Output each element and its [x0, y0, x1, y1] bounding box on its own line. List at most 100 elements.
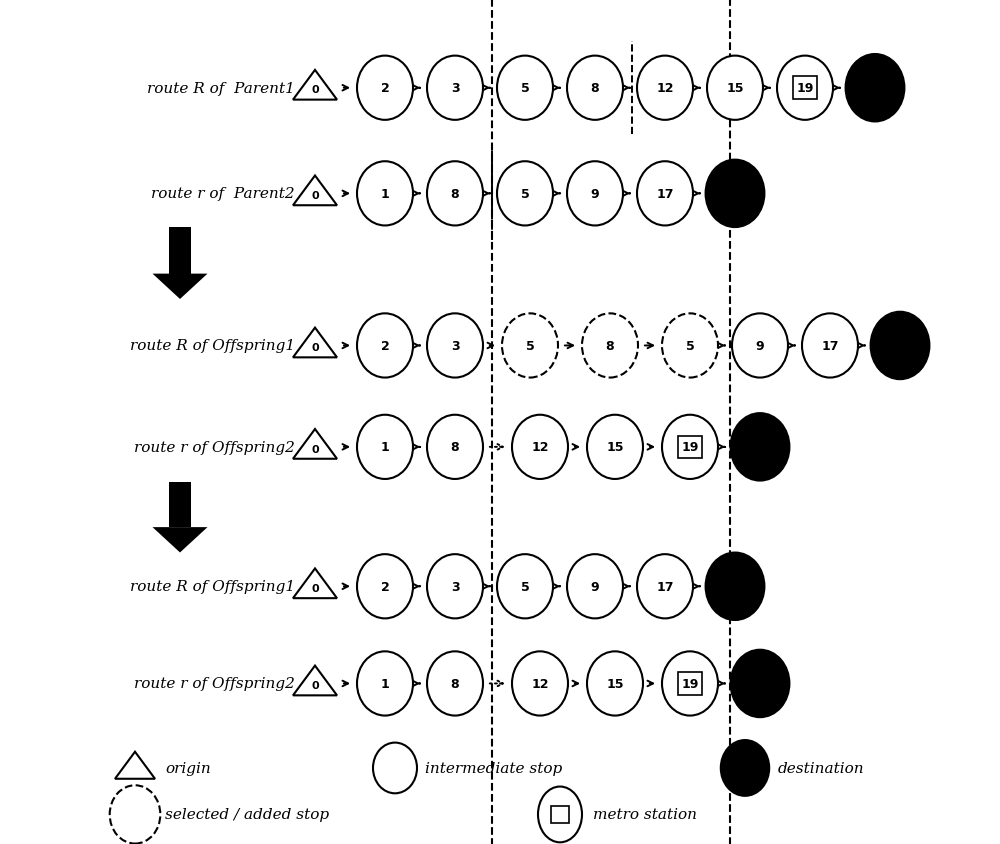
- Ellipse shape: [512, 415, 568, 479]
- Ellipse shape: [582, 314, 638, 378]
- Ellipse shape: [357, 314, 413, 378]
- Text: 9: 9: [591, 187, 599, 201]
- Ellipse shape: [802, 314, 858, 378]
- Text: 1: 1: [381, 441, 389, 454]
- Text: 8: 8: [451, 677, 459, 690]
- Ellipse shape: [731, 650, 789, 717]
- Text: 17: 17: [821, 339, 839, 353]
- Text: selected / added stop: selected / added stop: [165, 808, 329, 821]
- Text: route r of  Parent2: route r of Parent2: [151, 187, 295, 201]
- Polygon shape: [152, 274, 208, 300]
- Ellipse shape: [871, 312, 929, 380]
- Text: 0: 0: [311, 583, 319, 593]
- Text: 12: 12: [531, 441, 549, 454]
- Polygon shape: [169, 228, 191, 274]
- Ellipse shape: [567, 555, 623, 619]
- Text: route R of  Parent1: route R of Parent1: [147, 82, 295, 95]
- Text: 8: 8: [591, 82, 599, 95]
- Ellipse shape: [567, 57, 623, 121]
- Ellipse shape: [512, 652, 568, 716]
- Polygon shape: [293, 176, 337, 206]
- Ellipse shape: [497, 57, 553, 121]
- Text: 1: 1: [381, 187, 389, 201]
- Ellipse shape: [846, 55, 904, 122]
- Text: 5: 5: [521, 187, 529, 201]
- Ellipse shape: [357, 555, 413, 619]
- Text: 0: 0: [311, 680, 319, 690]
- Text: 5: 5: [686, 339, 694, 353]
- Ellipse shape: [427, 555, 483, 619]
- Polygon shape: [293, 569, 337, 598]
- Ellipse shape: [357, 162, 413, 226]
- Polygon shape: [152, 528, 208, 553]
- Ellipse shape: [373, 743, 417, 793]
- Text: 17: 17: [656, 187, 674, 201]
- Ellipse shape: [538, 787, 582, 842]
- Text: route R of Offspring1: route R of Offspring1: [130, 339, 295, 353]
- Ellipse shape: [662, 314, 718, 378]
- Ellipse shape: [497, 162, 553, 226]
- Ellipse shape: [732, 314, 788, 378]
- Text: 19: 19: [796, 82, 814, 95]
- Text: 2: 2: [381, 339, 389, 353]
- Text: 12: 12: [531, 677, 549, 690]
- Text: route r of Offspring2: route r of Offspring2: [134, 677, 295, 690]
- Text: 8: 8: [451, 441, 459, 454]
- Ellipse shape: [707, 57, 763, 121]
- Text: 8: 8: [451, 187, 459, 201]
- Ellipse shape: [637, 162, 693, 226]
- Text: intermediate stop: intermediate stop: [425, 761, 562, 775]
- Text: 3: 3: [451, 339, 459, 353]
- Text: destination: destination: [778, 761, 865, 775]
- Ellipse shape: [567, 162, 623, 226]
- Ellipse shape: [427, 314, 483, 378]
- Polygon shape: [169, 483, 191, 528]
- Ellipse shape: [502, 314, 558, 378]
- Text: 19: 19: [681, 677, 699, 690]
- Ellipse shape: [357, 57, 413, 121]
- Ellipse shape: [662, 652, 718, 716]
- Text: 0: 0: [311, 85, 319, 95]
- Ellipse shape: [637, 555, 693, 619]
- Text: origin: origin: [165, 761, 211, 775]
- Polygon shape: [293, 328, 337, 358]
- Ellipse shape: [777, 57, 833, 121]
- Text: 12: 12: [656, 82, 674, 95]
- Ellipse shape: [427, 162, 483, 226]
- Polygon shape: [293, 666, 337, 695]
- Ellipse shape: [587, 652, 643, 716]
- Ellipse shape: [357, 652, 413, 716]
- Text: 5: 5: [521, 82, 529, 95]
- Text: 15: 15: [606, 441, 624, 454]
- Text: route r of Offspring2: route r of Offspring2: [134, 441, 295, 454]
- Ellipse shape: [662, 415, 718, 479]
- Text: 0: 0: [311, 343, 319, 353]
- Polygon shape: [293, 430, 337, 459]
- Text: 2: 2: [381, 580, 389, 593]
- Ellipse shape: [706, 160, 764, 228]
- Text: 0: 0: [311, 191, 319, 201]
- Text: 0: 0: [311, 444, 319, 454]
- Text: route R of Offspring1: route R of Offspring1: [130, 580, 295, 593]
- Text: 2: 2: [381, 82, 389, 95]
- Text: 5: 5: [526, 339, 534, 353]
- Text: 17: 17: [656, 580, 674, 593]
- Text: 19: 19: [681, 441, 699, 454]
- Ellipse shape: [427, 415, 483, 479]
- Text: 15: 15: [726, 82, 744, 95]
- Text: 5: 5: [521, 580, 529, 593]
- Ellipse shape: [427, 57, 483, 121]
- Ellipse shape: [721, 740, 769, 796]
- Ellipse shape: [731, 414, 789, 481]
- Polygon shape: [115, 752, 155, 779]
- Text: 8: 8: [606, 339, 614, 353]
- Polygon shape: [293, 71, 337, 100]
- Text: 1: 1: [381, 677, 389, 690]
- FancyBboxPatch shape: [551, 806, 569, 823]
- Ellipse shape: [427, 652, 483, 716]
- Ellipse shape: [587, 415, 643, 479]
- Text: 9: 9: [756, 339, 764, 353]
- Text: 15: 15: [606, 677, 624, 690]
- Ellipse shape: [706, 553, 764, 620]
- FancyBboxPatch shape: [678, 673, 702, 695]
